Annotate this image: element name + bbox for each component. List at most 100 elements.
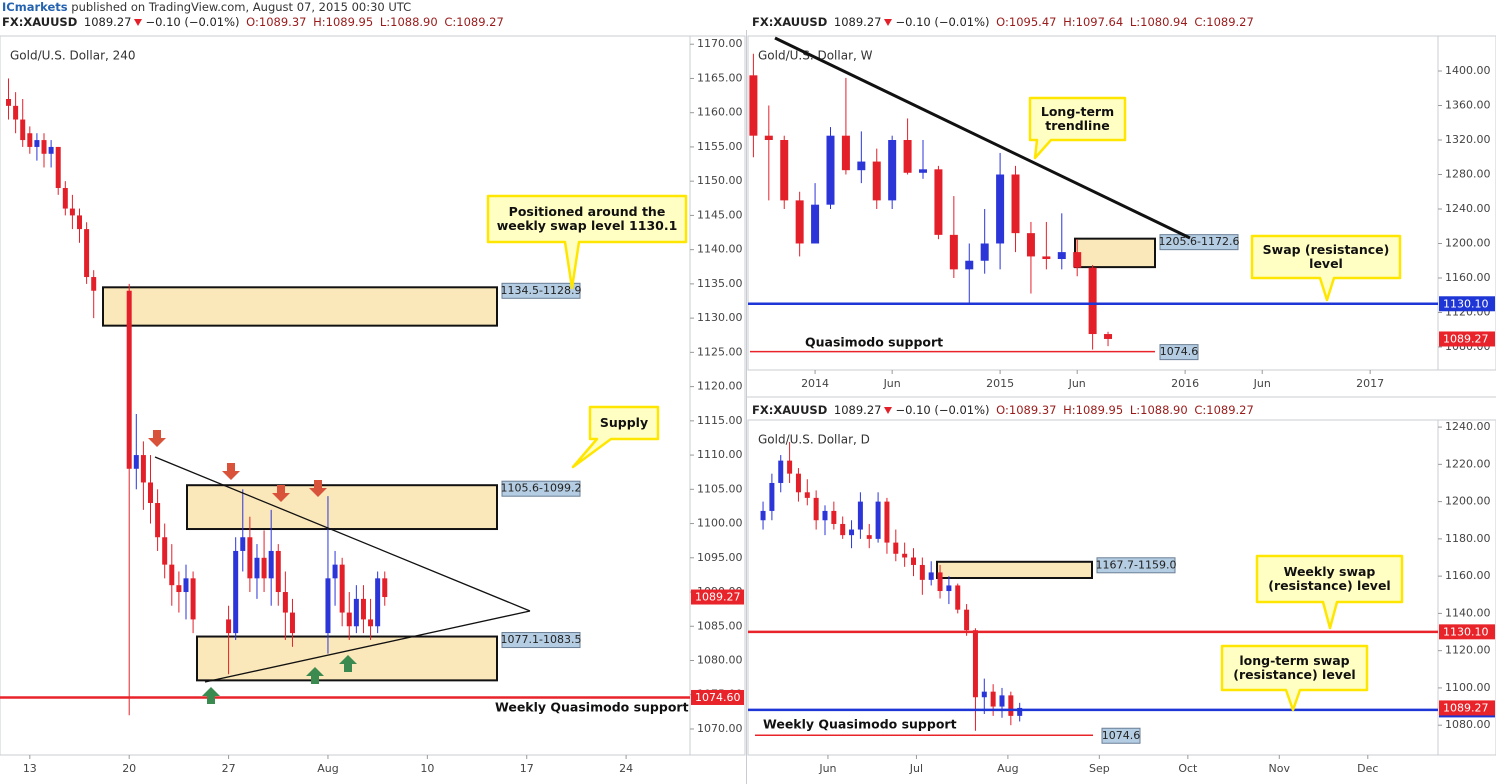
candle-body xyxy=(6,98,12,106)
x-tick-label: 2014 xyxy=(801,377,829,390)
y-tick-label: 1100.00 xyxy=(697,517,743,530)
y-tick-label: 1160.00 xyxy=(1445,569,1491,582)
candle-body xyxy=(778,460,784,483)
candle-body xyxy=(857,161,866,171)
x-tick-label: 24 xyxy=(619,762,633,775)
candle-body xyxy=(902,553,908,558)
x-tick-label: Nov xyxy=(1269,762,1291,775)
candle-body xyxy=(240,537,246,551)
y-tick-label: 1320.00 xyxy=(1445,133,1491,146)
y-tick-label: 1360.00 xyxy=(1445,99,1491,112)
y-tick-label: 1095.00 xyxy=(697,551,743,564)
legend: FX:XAUUSD 1089.27 −0.10 (−0.01%) O:1089.3… xyxy=(752,403,1257,417)
candle-body xyxy=(275,550,281,593)
candle-body xyxy=(133,455,139,469)
candle-body xyxy=(69,208,75,216)
candle-body xyxy=(1008,695,1014,716)
candle-body xyxy=(749,75,758,136)
y-tick-label: 1130.00 xyxy=(697,311,743,324)
symbol: FX:XAUUSD xyxy=(752,403,828,417)
candle-body xyxy=(764,135,773,141)
callout-text: Swap (resistance) level xyxy=(1262,242,1390,271)
candle-body xyxy=(964,609,970,631)
candle-body xyxy=(780,140,789,201)
candle-body xyxy=(841,135,850,171)
candle-body xyxy=(346,612,352,627)
price-label-box xyxy=(1439,331,1495,347)
y-tick-label: 1135.00 xyxy=(697,277,743,290)
callout xyxy=(486,194,688,290)
x-tick-label: 10 xyxy=(420,762,434,775)
candle-body xyxy=(811,204,820,244)
y-tick-label: 1160.00 xyxy=(697,106,743,119)
callout-text: Long-term trendline xyxy=(1040,104,1115,133)
zone-label-box xyxy=(501,632,581,649)
candle-body xyxy=(884,501,890,543)
candle-body xyxy=(183,578,189,593)
level-axis-label: 1074.60 xyxy=(695,691,741,704)
x-tick-label: Sep xyxy=(1089,762,1110,775)
y-tick-label: 1085.00 xyxy=(697,619,743,632)
callout-text: Supply xyxy=(599,415,649,430)
candle-body xyxy=(1011,174,1020,234)
open: O:1089.37 xyxy=(996,403,1057,417)
candle-body xyxy=(999,695,1005,707)
candle-body xyxy=(176,585,182,593)
x-tick-label: Jun xyxy=(1068,377,1086,390)
candle-body xyxy=(1104,334,1113,339)
y-tick-label: 1105.00 xyxy=(697,482,743,495)
x-tick-label: Oct xyxy=(1178,762,1198,775)
candle-body xyxy=(955,585,961,610)
x-tick-label: Jun xyxy=(883,377,901,390)
candle-body xyxy=(84,229,90,278)
candle-body xyxy=(946,585,952,592)
legend: FX:XAUUSD 1089.27 −0.10 (−0.01%) O:1095.4… xyxy=(752,15,1257,29)
last: 1089.27 xyxy=(833,403,882,417)
x-tick-label: Dec xyxy=(1357,762,1378,775)
annotation: Weekly Quasimodo support xyxy=(763,717,957,732)
candle-body xyxy=(1088,267,1097,335)
candle-body xyxy=(282,592,288,613)
x-tick-label: 27 xyxy=(222,762,236,775)
down-arrow xyxy=(272,485,290,502)
legend: FX:XAUUSD 1089.27 −0.10 (−0.01%) O:1089.3… xyxy=(2,15,507,29)
zone-label: 1105.6-1099.2 xyxy=(501,482,582,495)
candle-body xyxy=(339,564,345,613)
candle-body xyxy=(866,535,872,539)
candle-body xyxy=(760,510,766,521)
last: 1089.27 xyxy=(83,15,132,29)
top-bar xyxy=(0,0,1496,30)
y-tick-label: 1140.00 xyxy=(1445,606,1491,619)
level-label-box xyxy=(1159,344,1199,361)
y-tick-label: 1400.00 xyxy=(1445,64,1491,77)
y-tick-label: 1080.00 xyxy=(697,654,743,667)
down-icon xyxy=(884,407,893,414)
x-tick-label: 2016 xyxy=(1171,377,1199,390)
candle-body xyxy=(840,523,846,536)
change: −0.10 (−0.01%) xyxy=(895,15,990,29)
y-tick-label: 1125.00 xyxy=(697,345,743,358)
y-tick-label: 1160.00 xyxy=(1445,271,1491,284)
candle-body xyxy=(48,146,54,154)
candle-body xyxy=(888,140,897,201)
candle-body xyxy=(826,135,835,205)
zone-label: 1134.5-1128.9 xyxy=(501,284,582,297)
x-tick-label: 2015 xyxy=(986,377,1014,390)
down-arrow xyxy=(148,430,166,447)
x-tick-label: Aug xyxy=(997,762,1018,775)
symbol: FX:XAUUSD xyxy=(2,15,78,29)
y-tick-label: 1115.00 xyxy=(697,414,743,427)
annotation: Weekly Quasimodo support xyxy=(495,700,689,715)
candle-body xyxy=(126,290,132,469)
y-tick-label: 1240.00 xyxy=(1445,420,1491,433)
candle-body xyxy=(903,140,912,173)
candle-body xyxy=(795,200,804,244)
open: O:1089.37 xyxy=(246,15,307,29)
level-axis-box xyxy=(691,689,744,705)
candle-body xyxy=(27,133,33,147)
candle-body xyxy=(34,140,40,147)
publisher[interactable]: ICmarkets xyxy=(2,0,68,14)
zone-label: 1077.1-1083.5 xyxy=(501,633,582,646)
